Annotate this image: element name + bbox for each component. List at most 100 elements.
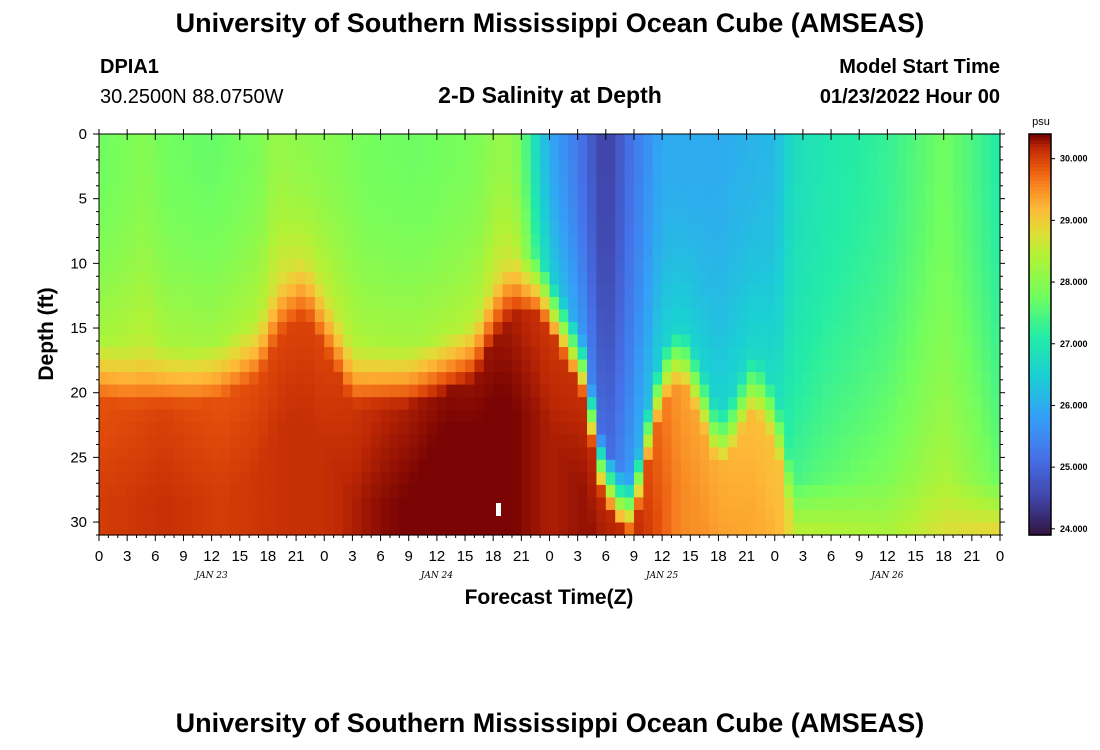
heatmap-cell (934, 372, 945, 386)
heatmap-cell (211, 334, 222, 348)
heatmap-cell (314, 309, 325, 323)
heatmap-cell (399, 484, 410, 499)
heatmap-cell (540, 134, 551, 148)
heatmap-cell (455, 334, 466, 348)
heatmap-cell (314, 146, 325, 160)
heatmap-cell (249, 209, 260, 223)
heatmap-cell (521, 284, 532, 298)
heatmap-cell (540, 509, 551, 524)
heatmap-cell (296, 484, 307, 499)
heatmap-cell (305, 159, 316, 173)
heatmap-cell (643, 309, 654, 323)
heatmap-cell (877, 434, 888, 448)
heatmap-cell (324, 134, 335, 148)
heatmap-cell (380, 321, 391, 336)
heatmap-cell (249, 459, 260, 473)
heatmap-cell (296, 347, 307, 361)
heatmap-cell (474, 497, 485, 511)
data-marker (496, 503, 501, 516)
heatmap-cell (511, 321, 522, 336)
heatmap-cell (990, 284, 1001, 298)
heatmap-cell (718, 134, 729, 148)
heatmap-cell (502, 284, 513, 298)
heatmap-cell (352, 159, 363, 173)
heatmap-cell (324, 359, 335, 373)
heatmap-cell (361, 296, 372, 311)
heatmap-cell (117, 159, 128, 173)
heatmap-cell (267, 221, 278, 235)
heatmap-cell (840, 171, 851, 185)
heatmap-cell (924, 359, 935, 373)
heatmap-cell (436, 447, 447, 461)
heatmap-cell (859, 234, 870, 248)
heatmap-cell (877, 184, 888, 198)
heatmap-cell (558, 422, 569, 436)
colorbar-segment (1029, 404, 1051, 409)
heatmap-cell (202, 334, 213, 348)
heatmap-cell (605, 347, 616, 361)
heatmap-cell (605, 497, 616, 511)
heatmap-cell (117, 134, 128, 148)
heatmap-cell (258, 497, 269, 511)
heatmap-cell (737, 497, 748, 511)
heatmap-cell (615, 284, 626, 298)
heatmap-cell (493, 321, 504, 336)
heatmap-cell (99, 434, 109, 448)
heatmap-cell (558, 246, 569, 260)
heatmap-cell (474, 397, 485, 411)
colorbar-tick-label: 26.000 (1060, 400, 1088, 410)
heatmap-cell (155, 221, 166, 235)
heatmap-cell (887, 184, 898, 198)
heatmap-cell (174, 146, 185, 160)
heatmap-cell (671, 134, 682, 148)
heatmap-cell (530, 284, 541, 298)
heatmap-cell (605, 146, 616, 160)
heatmap-cell (662, 271, 673, 285)
colorbar-segment (1029, 504, 1051, 509)
heatmap-cell (211, 397, 222, 411)
heatmap-cell (962, 372, 973, 386)
heatmap-cell (521, 434, 532, 448)
x-tick-label: 6 (151, 548, 159, 565)
heatmap-cell (99, 171, 109, 185)
heatmap-cell (887, 146, 898, 160)
heatmap-cell (915, 246, 926, 260)
heatmap-cell (230, 522, 241, 536)
heatmap-cell (934, 447, 945, 461)
heatmap-cell (493, 221, 504, 235)
heatmap-cell (549, 284, 560, 298)
heatmap-cell (446, 146, 457, 160)
heatmap-cell (371, 134, 382, 148)
heatmap-cell (540, 434, 551, 448)
x-tick-label: 12 (203, 548, 220, 565)
heatmap-cell (953, 296, 964, 311)
model-start-time: 01/23/2022 Hour 00 (819, 86, 1000, 108)
heatmap-cell (371, 259, 382, 273)
heatmap-cell (493, 159, 504, 173)
heatmap-cell (737, 447, 748, 461)
heatmap-cell (633, 284, 644, 298)
heatmap-cell (296, 384, 307, 398)
heatmap-cell (737, 221, 748, 235)
heatmap-cell (211, 209, 222, 223)
heatmap-cell (202, 196, 213, 210)
heatmap-cell (305, 221, 316, 235)
heatmap-cell (371, 271, 382, 285)
heatmap-cell (774, 134, 785, 148)
heatmap-cell (558, 384, 569, 398)
heatmap-cell (821, 347, 832, 361)
heatmap-cell (108, 234, 119, 248)
day-label: JAN 26 (869, 571, 904, 581)
heatmap-cell (690, 484, 701, 499)
heatmap-cell (164, 359, 175, 373)
colorbar-segment (1029, 394, 1051, 399)
heatmap-cell (981, 271, 992, 285)
heatmap-cell (249, 159, 260, 173)
heatmap-cell (953, 196, 964, 210)
heatmap-cell (671, 246, 682, 260)
heatmap-cell (361, 309, 372, 323)
heatmap-cell (267, 422, 278, 436)
colorbar-segment (1029, 227, 1051, 232)
colorbar-segment (1029, 254, 1051, 259)
heatmap-cell (380, 146, 391, 160)
